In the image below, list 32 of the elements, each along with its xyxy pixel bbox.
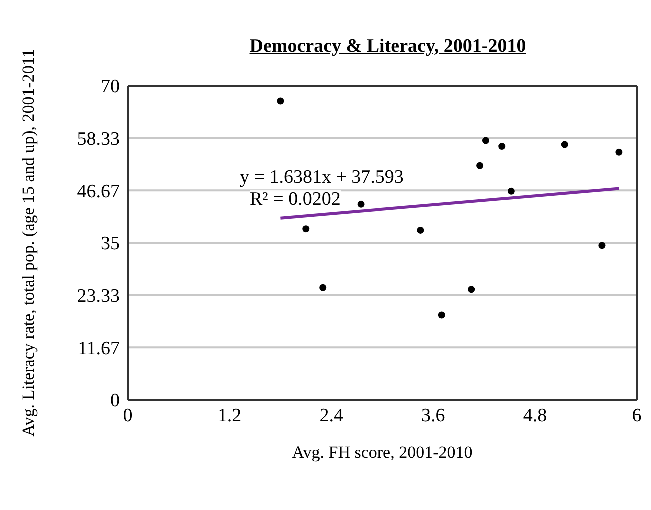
y-tick-label: 46.67 — [77, 181, 120, 202]
point — [302, 226, 310, 233]
x-tick-label: 2.4 — [320, 405, 344, 426]
point — [508, 188, 515, 195]
y-axis-title: Avg. Literacy rate, total pop. (age 15 and up), 2001-2011 — [19, 49, 38, 437]
point — [561, 141, 568, 148]
y-tick-label: 0 — [110, 390, 120, 412]
annotation: y = 1.6381x + 37.593 — [240, 167, 404, 188]
annotation: R² = 0.0202 — [250, 189, 341, 210]
point — [277, 98, 284, 105]
point — [598, 242, 606, 250]
point — [616, 148, 623, 156]
y-tick-label: 70 — [101, 76, 120, 98]
point — [438, 312, 446, 319]
point — [468, 286, 476, 294]
x-axis-title: Avg. FH score, 2001-2010 — [292, 443, 473, 462]
chart-title: Democracy & Literacy, 2001-2010 — [248, 36, 528, 58]
x-tick-label: 3.6 — [422, 405, 446, 426]
point — [417, 226, 424, 234]
y-tick-label: 58.33 — [77, 129, 120, 150]
point — [320, 284, 327, 292]
x-tick-label: 1.2 — [218, 405, 242, 426]
point — [498, 143, 506, 150]
x-tick-label: 0 — [123, 405, 133, 426]
point — [358, 200, 365, 208]
y-tick-label: 23.33 — [77, 286, 120, 308]
x-tick-label: 6 — [632, 405, 642, 426]
point — [482, 137, 490, 144]
point — [476, 162, 484, 170]
y-tick-label: 35 — [101, 234, 120, 255]
x-tick-label: 4.8 — [523, 405, 548, 426]
y-tick-label: 11.67 — [78, 338, 120, 360]
